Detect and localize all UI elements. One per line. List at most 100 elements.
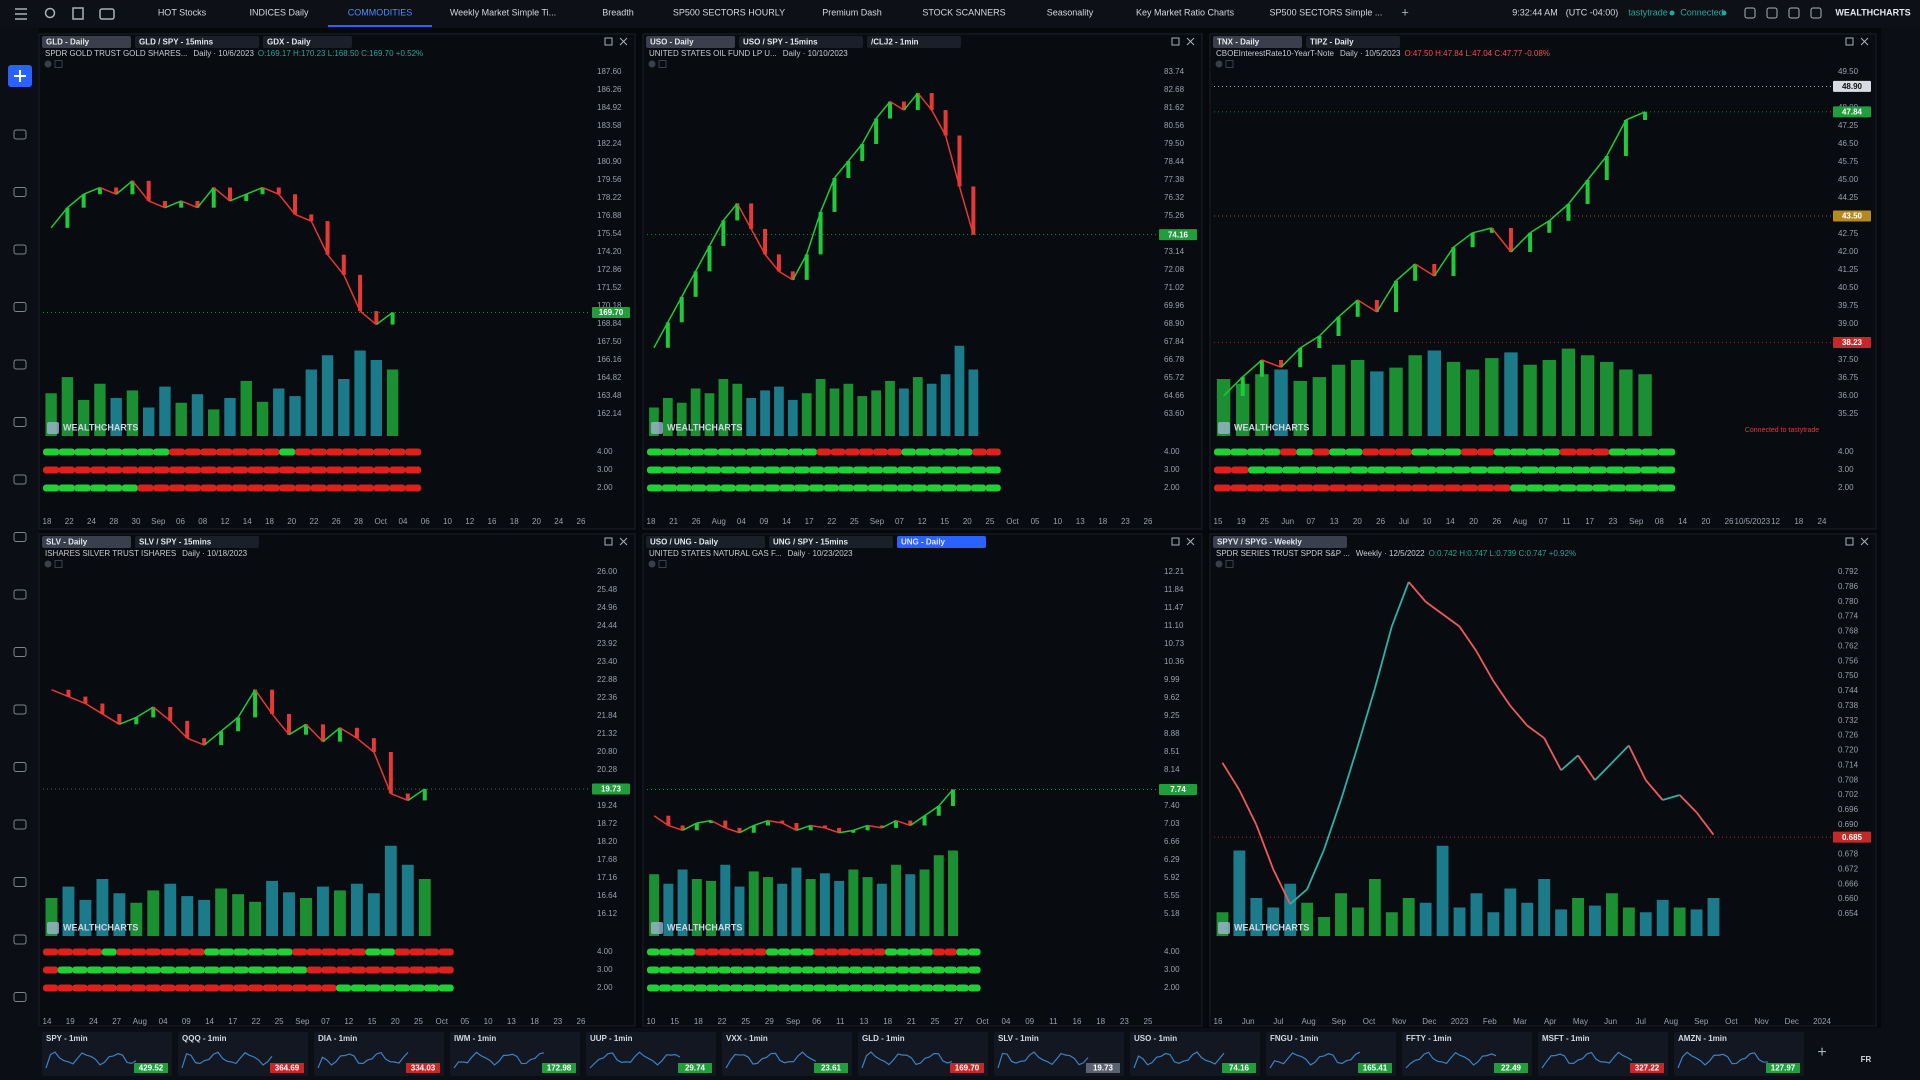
close-button[interactable] (1186, 537, 1195, 546)
copy-icon[interactable] (72, 7, 84, 20)
add-ticker[interactable]: + (1817, 1044, 1826, 1061)
maximize-button[interactable] (604, 37, 613, 46)
maximize-button[interactable] (1845, 37, 1854, 46)
settings-toggle[interactable] (1225, 60, 1234, 68)
chart-tab-label[interactable]: /CLJ2 - 1min (871, 38, 919, 47)
chart-tab[interactable] (769, 536, 893, 548)
settings-toggle[interactable] (1225, 560, 1234, 568)
chart-tab[interactable] (1213, 36, 1302, 48)
candle (179, 200, 184, 208)
chart-tab-label[interactable]: SLV / SPY - 15mins (139, 538, 212, 547)
workspace-tab[interactable]: SP500 SECTORS HOURLY (673, 7, 785, 17)
tool-icon[interactable] (13, 417, 27, 427)
close-button[interactable] (619, 37, 628, 46)
tool-icon[interactable] (13, 129, 27, 140)
visibility-toggle[interactable] (1215, 60, 1223, 68)
watermark: WEALTHCHARTS (63, 922, 138, 932)
volume-bar (159, 386, 171, 436)
chart-tab[interactable] (42, 36, 131, 48)
maximize-button[interactable] (1171, 37, 1180, 46)
chart-tab[interactable] (1213, 536, 1347, 548)
workspace-tab[interactable]: STOCK SCANNERS (922, 7, 1005, 17)
indicator-segment (658, 966, 672, 974)
chart-tab-label[interactable]: USO / UNG - Daily (650, 538, 719, 547)
workspace-tab[interactable]: Weekly Market Simple Ti... (450, 7, 556, 17)
visibility-toggle[interactable] (44, 560, 52, 568)
tool-icon[interactable] (13, 819, 27, 830)
add-tab[interactable]: + (1401, 4, 1409, 19)
chart-tab-label[interactable]: GLD - Daily (46, 38, 90, 47)
chart-tab-label[interactable]: SPYV / SPYG - Weekly (1217, 538, 1302, 547)
settings-toggle[interactable] (54, 60, 63, 68)
chart-tab-label[interactable]: USO / SPY - 15mins (743, 38, 818, 47)
workspace-tab[interactable]: HOT Stocks (158, 7, 207, 17)
workspace-tab[interactable]: Seasonality (1047, 7, 1094, 17)
maximize-button[interactable] (604, 537, 613, 546)
chart-tab-label[interactable]: UNG / SPY - 15mins (773, 538, 849, 547)
chart-tab[interactable] (646, 36, 735, 48)
maximize-button[interactable] (1171, 537, 1180, 546)
price-segment (229, 193, 247, 202)
tool-icon[interactable] (13, 532, 27, 542)
tool-icon[interactable] (13, 934, 27, 945)
tool-icon[interactable] (13, 187, 27, 197)
menu-icon[interactable] (15, 8, 27, 20)
chart-tab-label[interactable]: SLV - Daily (46, 538, 88, 547)
workspace-tab[interactable]: SP500 SECTORS Simple ... (1270, 7, 1383, 17)
chart-tab-label[interactable]: GDX - Daily (267, 38, 311, 47)
close-button[interactable] (1186, 37, 1195, 46)
settings-toggle[interactable] (54, 560, 63, 568)
tool-icon[interactable] (13, 244, 27, 255)
volume-bar (181, 896, 194, 936)
indicator-segment (1538, 466, 1556, 474)
workspace-tab[interactable]: COMMODITIES (348, 7, 413, 17)
tool-icon[interactable] (13, 474, 27, 485)
tool-icon[interactable] (13, 302, 27, 312)
settings-toggle[interactable] (658, 60, 667, 68)
tool-icon[interactable] (13, 359, 27, 370)
chart-tab[interactable] (897, 536, 986, 548)
tool-icon[interactable] (13, 992, 27, 1002)
chart-tab[interactable] (263, 36, 352, 48)
chart-tab-label[interactable]: TIPZ - Daily (1310, 38, 1354, 47)
candle (749, 203, 754, 229)
tool-icon[interactable] (13, 589, 27, 600)
close-button[interactable] (1860, 537, 1869, 546)
chart-tab-label[interactable]: TNX - Daily (1217, 38, 1260, 47)
workspace-tab[interactable]: INDICES Daily (249, 7, 309, 17)
chart-tab[interactable] (135, 536, 259, 548)
visibility-toggle[interactable] (1215, 560, 1223, 568)
toolbar-icon[interactable] (1810, 7, 1822, 19)
visibility-toggle[interactable] (44, 60, 52, 68)
chart-tab[interactable] (646, 536, 765, 548)
chart-tab-label[interactable]: UNG - Daily (901, 538, 946, 547)
ticker-price-tag (1630, 1063, 1664, 1073)
timeframe-button[interactable]: FR (1861, 1055, 1872, 1064)
chart-tab-label[interactable]: GLD / SPY - 15mins (139, 38, 214, 47)
settings-toggle[interactable] (658, 560, 667, 568)
chart-tab[interactable] (739, 36, 863, 48)
chart-tab[interactable] (867, 36, 961, 48)
ticker-symbol: SLV - 1min (998, 1034, 1039, 1043)
search-icon[interactable] (44, 7, 56, 19)
chart-tab[interactable] (135, 36, 259, 48)
toolbar-icon[interactable] (1766, 7, 1778, 19)
workspace-tab[interactable]: Breadth (602, 7, 634, 17)
visibility-toggle[interactable] (648, 560, 656, 568)
workspace-tab[interactable]: Premium Dash (822, 7, 882, 17)
close-button[interactable] (1860, 37, 1869, 46)
tool-icon[interactable] (13, 762, 27, 772)
maximize-button[interactable] (1845, 537, 1854, 546)
tool-icon[interactable] (13, 704, 27, 715)
tool-icon[interactable] (13, 877, 27, 887)
chart-tab-label[interactable]: USO - Daily (650, 38, 694, 47)
chart-tab[interactable] (42, 536, 131, 548)
toolbar-icon[interactable] (1744, 7, 1756, 19)
visibility-toggle[interactable] (648, 60, 656, 68)
chart-tab[interactable] (1306, 36, 1400, 48)
workspace-tab[interactable]: Key Market Ratio Charts (1136, 7, 1235, 17)
layout-icon[interactable] (99, 8, 115, 20)
toolbar-icon[interactable] (1788, 7, 1800, 19)
close-button[interactable] (619, 537, 628, 546)
tool-icon[interactable] (13, 647, 27, 657)
